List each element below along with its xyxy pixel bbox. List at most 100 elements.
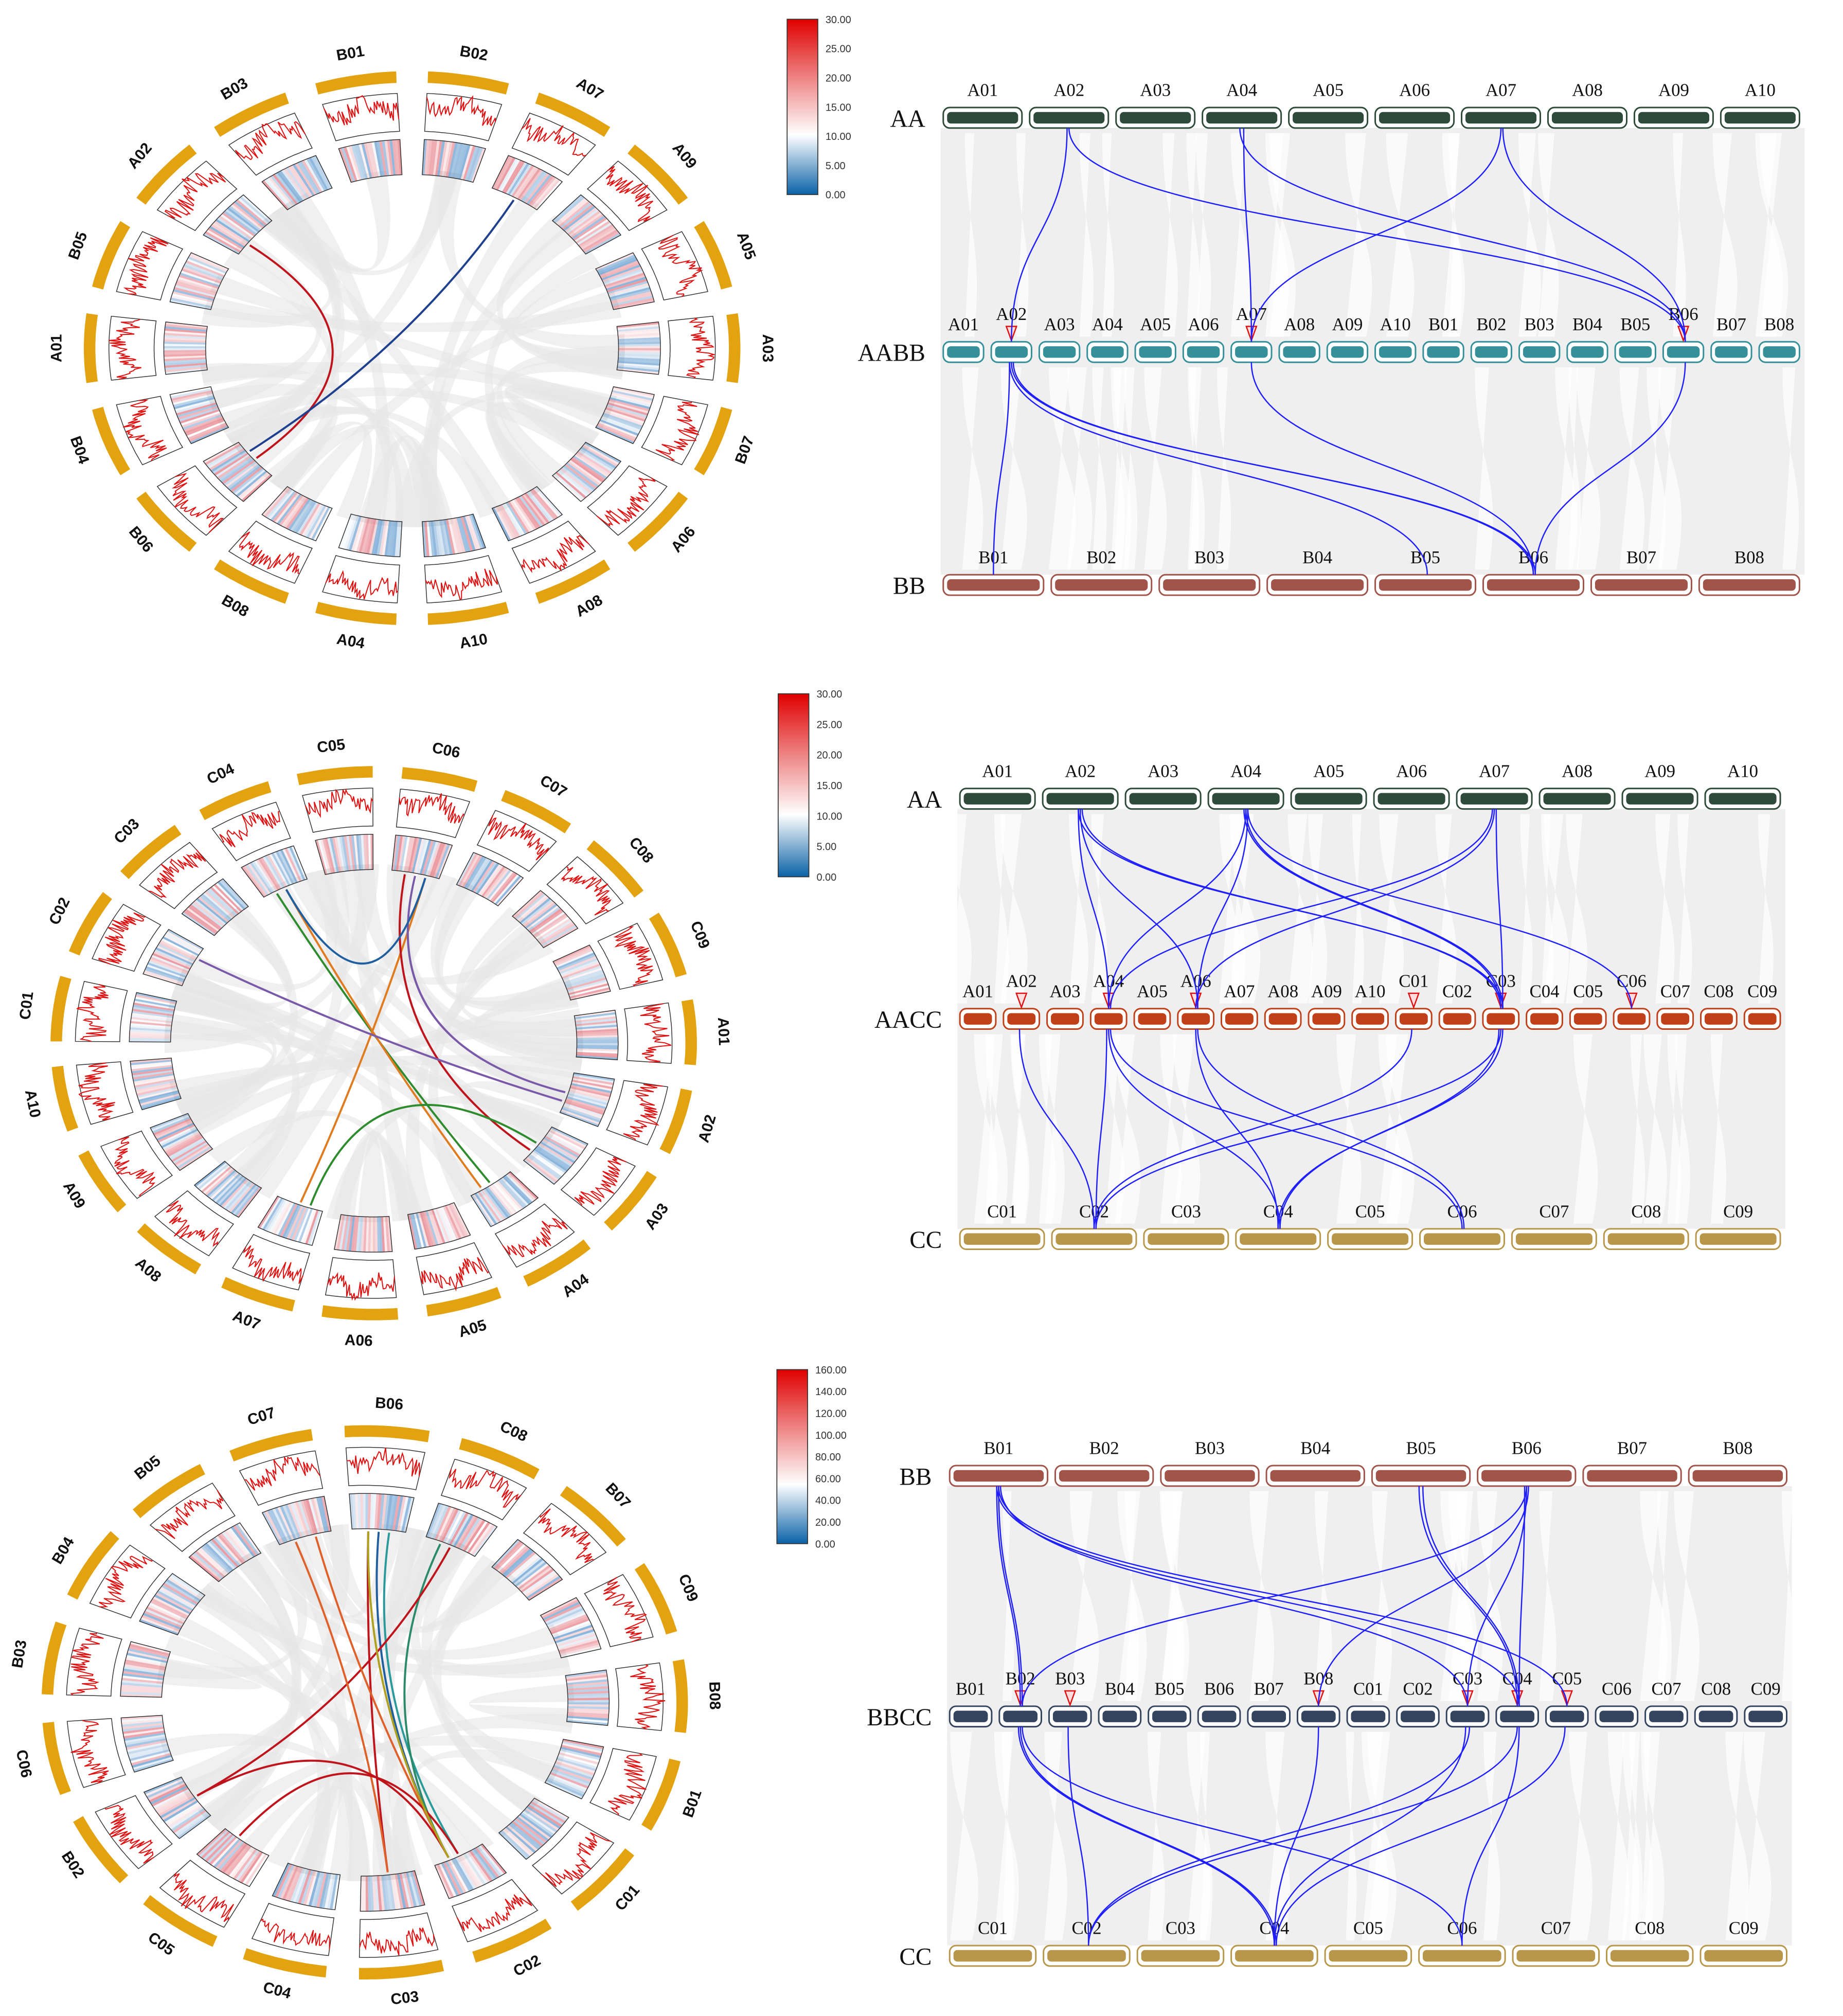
heatmap-cell	[561, 466, 594, 493]
heatmap-cell	[217, 1176, 245, 1205]
chromosome-bar	[1268, 1013, 1297, 1025]
heatmap-cell	[207, 447, 244, 469]
heatmap-cell	[395, 139, 400, 175]
heatmap-cell	[379, 520, 387, 556]
heatmap-cell	[490, 871, 515, 902]
gene-density-line	[155, 1490, 224, 1539]
chromosome-label: C07	[1651, 1679, 1681, 1699]
heatmap-cell	[556, 1759, 596, 1774]
heatmap-cell	[199, 895, 230, 922]
heatmap-cell	[541, 925, 577, 947]
heatmap-cell	[559, 1642, 600, 1654]
heatmap-cell	[176, 280, 217, 294]
heatmap-cell	[306, 158, 327, 191]
heatmap-cell	[560, 1646, 601, 1658]
chromosome-ideogram-arc	[136, 491, 197, 552]
heatmap-cell	[556, 950, 594, 968]
heatmap-cell	[411, 838, 422, 873]
heatmap-cell	[344, 515, 357, 550]
chromosome-bar	[1515, 1233, 1593, 1245]
synteny-gap	[1219, 814, 1240, 1004]
heatmap-cell	[201, 1546, 230, 1574]
heatmap-cell	[346, 146, 360, 181]
heatmap-cell	[120, 1689, 163, 1693]
heatmap-cell	[476, 863, 499, 895]
heatmap-cell	[153, 1789, 190, 1809]
heatmap-cell	[414, 1213, 424, 1248]
background-synteny-ribbon	[174, 971, 559, 1145]
background-synteny-ribbon	[210, 1735, 568, 1837]
heatmap-cell	[450, 519, 461, 554]
heatmap-cell	[164, 359, 207, 364]
heatmap-cell	[618, 353, 660, 357]
heatmap-cell	[516, 1816, 549, 1842]
chromosome-label: A07	[1479, 761, 1510, 781]
heatmap-cell	[227, 207, 260, 233]
synteny-gap	[1647, 367, 1666, 570]
chromosome-B01: B01	[315, 43, 403, 183]
heatmap-cell	[213, 1174, 242, 1203]
heatmap-cell	[388, 1875, 396, 1910]
chromosome-A06: A06	[321, 1214, 399, 1350]
heatmap-cell	[368, 834, 371, 870]
gene-density-track-box	[66, 1718, 126, 1788]
chromosome-label: C01	[1353, 1679, 1383, 1699]
heatmap-cell	[512, 1558, 544, 1584]
heatmap-cell	[569, 989, 611, 1001]
heatmap-cell	[599, 419, 639, 436]
heatmap-cell	[371, 520, 381, 555]
chromosome-label: B03	[1195, 1438, 1225, 1458]
heatmap-cell	[161, 1129, 198, 1148]
chromosome-label: A09	[1311, 981, 1342, 1001]
collinear-gene-link	[1279, 1029, 1500, 1229]
heatmap-cell	[494, 507, 513, 540]
heatmap-cell	[191, 1554, 222, 1580]
chromosome-ideogram-arc	[344, 1425, 430, 1442]
synteny-gap	[1346, 1732, 1357, 1941]
collinear-gene-link	[1495, 809, 1504, 1009]
heatmap-cell	[183, 264, 223, 280]
gene-density-track-box	[139, 842, 218, 909]
synteny-gap	[1568, 367, 1581, 570]
heatmap-cell	[181, 413, 222, 428]
heatmap-cell	[260, 857, 281, 889]
circos-plot: B01 B02A07A09A05A03B07A06A08A10A04B08B06B…	[48, 43, 776, 652]
heatmap-cell	[483, 867, 508, 898]
background-synteny-ribbon	[165, 1013, 561, 1140]
heatmap-cell	[341, 1215, 349, 1251]
heatmap-cell	[183, 416, 223, 432]
heatmap-cell	[449, 1859, 469, 1893]
chromosome-label: B08	[219, 592, 252, 620]
synteny-gap	[1725, 1732, 1749, 1941]
chromosome-ideogram-arc	[50, 976, 71, 1042]
synteny-gap	[1619, 367, 1645, 570]
heatmap-cell	[279, 494, 303, 526]
gene-density-track-box	[511, 112, 596, 176]
heatmap-cell	[485, 1187, 510, 1219]
heatmap-cell	[503, 1176, 531, 1205]
heatmap-cell	[194, 1550, 225, 1578]
heatmap-cell	[535, 486, 563, 516]
heatmap-cell	[182, 912, 216, 936]
chromosome-label: C07	[1660, 981, 1690, 1001]
gene-density-track-box	[531, 1821, 615, 1895]
heatmap-cell	[478, 1191, 502, 1223]
heatmap-cell	[374, 1876, 380, 1911]
chromosome-label: B08	[706, 1681, 723, 1709]
heatmap-cell	[287, 1503, 303, 1538]
synteny-gap	[1667, 1034, 1681, 1224]
synteny-gap	[1711, 1034, 1727, 1224]
heatmap-cell	[180, 409, 220, 424]
heatmap-cell	[445, 142, 456, 177]
heatmap-cell	[353, 834, 359, 870]
heatmap-cell	[379, 140, 387, 176]
chromosome-label: A02	[996, 304, 1027, 324]
heatmap-cell	[178, 275, 219, 289]
heatmap-cell	[486, 869, 512, 900]
chromosome-B02: B02	[58, 1776, 211, 1883]
heatmap-cell	[569, 1086, 611, 1097]
heatmap-cell	[575, 1012, 616, 1020]
heatmap-cell	[460, 516, 473, 551]
heatmap-cell	[608, 400, 649, 414]
heatmap-cell	[217, 1841, 244, 1871]
